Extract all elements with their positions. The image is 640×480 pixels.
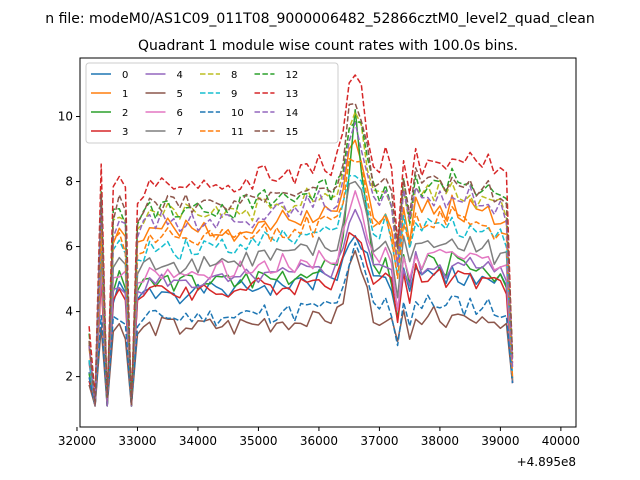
x-tick-label: 36000: [300, 434, 338, 448]
series-line-3: [88, 231, 514, 407]
series-line-14: [88, 121, 514, 407]
y-tick-label: 8: [65, 175, 73, 189]
legend-label-12: 12: [286, 70, 299, 81]
legend-label-14: 14: [286, 108, 299, 119]
legend-label-0: 0: [122, 70, 128, 81]
x-tick-label: 39000: [481, 434, 519, 448]
legend-label-8: 8: [231, 70, 237, 81]
series-line-10: [88, 242, 514, 407]
legend-label-13: 13: [286, 89, 299, 100]
y-tick-label: 6: [65, 240, 73, 254]
legend-label-11: 11: [231, 127, 244, 138]
series-line-7: [88, 180, 514, 407]
x-tick-label: 32000: [58, 434, 96, 448]
y-tick-label: 2: [65, 370, 73, 384]
series-line-5: [88, 249, 514, 407]
legend-label-10: 10: [231, 108, 244, 119]
legend-label-3: 3: [122, 127, 128, 138]
x-offset-label: +4.895e8: [517, 455, 576, 469]
legend-label-9: 9: [231, 89, 237, 100]
series-layer: [88, 74, 514, 407]
legend-label-2: 2: [122, 108, 128, 119]
series-line-2: [88, 108, 514, 407]
chart-title: Quadrant 1 module wise count rates with …: [138, 38, 518, 54]
legend-label-1: 1: [122, 89, 128, 100]
y-tick-label: 10: [58, 110, 73, 124]
series-line-4: [88, 208, 514, 407]
y-axis: 2 4 6 8 10: [58, 110, 80, 384]
legend-label-15: 15: [286, 127, 299, 138]
x-tick-label: 40000: [542, 434, 580, 448]
legend-label-7: 7: [177, 127, 183, 138]
y-tick-label: 4: [65, 305, 73, 319]
x-axis: 32000 33000 34000 35000 36000 37000 38000 39000…: [58, 427, 580, 448]
x-tick-label: 37000: [360, 434, 398, 448]
legend-label-6: 6: [177, 108, 183, 119]
legend-box: [85, 62, 339, 144]
legend-label-5: 5: [177, 89, 183, 100]
x-tick-label: 34000: [179, 434, 217, 448]
chart-suptitle: n file: modeM0/AS1C09_011T08_9000006482_…: [45, 11, 594, 27]
series-line-1: [88, 139, 514, 407]
series-line-15: [88, 102, 514, 407]
x-tick-label: 38000: [421, 434, 459, 448]
x-tick-label: 35000: [239, 434, 277, 448]
x-tick-label: 33000: [118, 434, 156, 448]
legend-label-4: 4: [177, 70, 183, 81]
series-line-13: [88, 74, 514, 407]
series-line-11: [88, 157, 514, 407]
series-line-6: [88, 190, 514, 407]
